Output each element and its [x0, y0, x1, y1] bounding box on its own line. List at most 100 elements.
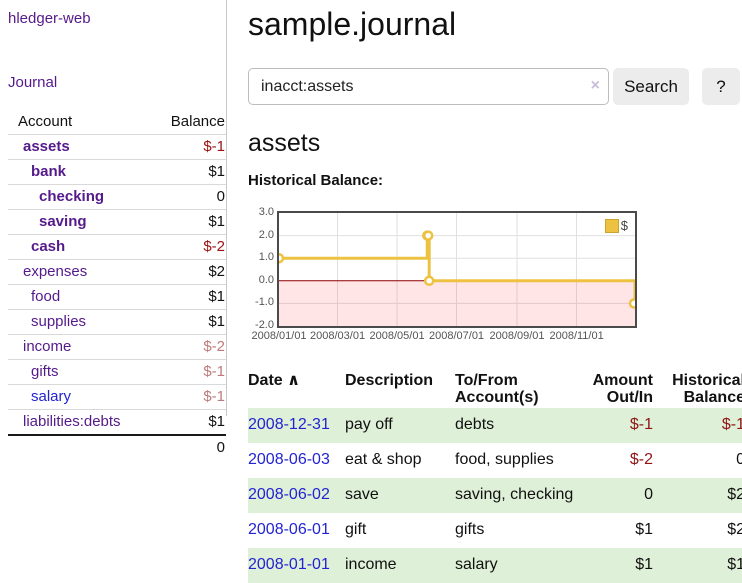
- account-balance: $-2: [146, 234, 226, 260]
- chart-svg: [279, 213, 635, 326]
- legend-swatch-icon: [604, 218, 619, 233]
- sidebar: hledger-web Journal Account Balance asse…: [8, 10, 226, 460]
- account-balance: $1: [146, 209, 226, 235]
- account-row: saving $1: [8, 209, 226, 235]
- transaction-date-cell: 2008-06-03: [248, 443, 345, 478]
- account-link-bank[interactable]: bank: [31, 163, 67, 180]
- account-row: checking 0: [8, 184, 226, 210]
- register-col-date[interactable]: Date ∧: [248, 370, 345, 408]
- y-axis-tick-label: 3.0: [258, 206, 274, 218]
- register-col-balance: Historical Balance: [672, 372, 742, 406]
- date-header-label: Date: [248, 372, 283, 389]
- account-link-checking[interactable]: checking: [39, 188, 105, 205]
- transaction-date-cell: 2008-01-01: [248, 548, 345, 583]
- y-axis-tick-label: 2.0: [258, 228, 274, 241]
- account-row: assets $-1: [8, 134, 226, 160]
- accounts-col-balance: Balance: [170, 113, 225, 130]
- y-axis-tick-label: -1.0: [255, 296, 274, 309]
- register-col-accounts: To/From Account(s): [455, 372, 539, 406]
- register-header-row: Date ∧ Description To/From Account(s) Am…: [248, 370, 742, 408]
- transaction-description: income: [345, 556, 397, 573]
- account-link-assets[interactable]: assets: [23, 138, 70, 155]
- account-row: supplies $1: [8, 309, 226, 335]
- app-brand-link[interactable]: hledger-web: [8, 10, 91, 27]
- accounts-col-account: Account: [18, 113, 73, 130]
- table-row: 2008-06-01 gift gifts $1 $2: [248, 513, 742, 548]
- account-row: liabilities:debts $1: [8, 409, 226, 435]
- transaction-date-link[interactable]: 2008-12-31: [248, 416, 330, 433]
- transaction-balance: $-1: [721, 416, 742, 433]
- transaction-description: eat & shop: [345, 451, 422, 468]
- account-balance: $1: [146, 409, 226, 435]
- transaction-date-cell: 2008-06-02: [248, 478, 345, 513]
- account-balance: $-1: [146, 359, 226, 385]
- account-balance: $1: [146, 284, 226, 310]
- account-row: salary $-1: [8, 384, 226, 410]
- account-link-food[interactable]: food: [31, 288, 61, 305]
- transaction-amount: $-2: [629, 451, 653, 468]
- y-axis-tick-label: 1.0: [258, 251, 274, 264]
- account-balance: $-1: [146, 384, 226, 410]
- chart-heading: Historical Balance:: [248, 172, 384, 189]
- transaction-description: pay off: [345, 416, 393, 433]
- account-row: bank $1: [8, 159, 226, 185]
- search-form: × Search ?: [248, 68, 740, 105]
- account-title: assets: [248, 129, 321, 157]
- page-title: sample.journal: [248, 6, 457, 42]
- help-button[interactable]: ?: [702, 68, 740, 105]
- account-row: cash $-2: [8, 234, 226, 260]
- chart-legend: $: [602, 217, 630, 234]
- table-row: 2008-06-02 save saving, checking 0 $2: [248, 478, 742, 513]
- x-axis-tick-label: 2008/09/01: [489, 330, 545, 342]
- search-box: ×: [248, 68, 609, 105]
- account-link-income[interactable]: income: [23, 338, 72, 355]
- account-link-gifts[interactable]: gifts: [31, 363, 59, 380]
- transaction-date-cell: 2008-12-31: [248, 408, 345, 443]
- account-row: food $1: [8, 284, 226, 310]
- table-row: 2008-06-03 eat & shop food, supplies $-2 0: [248, 443, 742, 478]
- transaction-date-link[interactable]: 2008-06-03: [248, 451, 330, 468]
- transaction-date-link[interactable]: 2008-06-02: [248, 486, 330, 503]
- account-link-liabilities-debts[interactable]: liabilities:debts: [23, 413, 121, 430]
- x-axis-tick-label: 2008/01/01: [251, 330, 307, 342]
- transaction-description: gift: [345, 521, 367, 538]
- account-link-saving[interactable]: saving: [39, 213, 87, 230]
- main-content: sample.journal × Search ? assets Histori…: [248, 0, 742, 583]
- account-balance: $2: [146, 259, 226, 285]
- table-row: 2008-12-31 pay off debts $-1 $-1: [248, 408, 742, 443]
- accounts-total-row: 0: [8, 434, 226, 460]
- y-axis-tick-label: 0.0: [258, 273, 274, 286]
- transaction-amount: $1: [635, 521, 653, 538]
- x-axis-tick-label: 2008/03/01: [310, 330, 366, 342]
- account-link-salary[interactable]: salary: [31, 388, 72, 405]
- account-link-cash[interactable]: cash: [31, 238, 66, 255]
- accounts-table: Account Balance assets $-1 bank $1 checking 0…: [8, 110, 226, 460]
- historical-balance-chart: $ 3.0 2.0 1.0 0.0 -1.0 -2.0 2008/01/01 2008/03/…: [248, 204, 740, 349]
- x-axis-tick-label: 2008/11/01: [549, 330, 604, 342]
- y-axis-tick-label: -2.0: [255, 319, 274, 331]
- transaction-amount: $-1: [629, 416, 653, 433]
- chart-plot-area: $: [277, 211, 637, 328]
- transaction-accounts: gifts: [455, 521, 485, 538]
- transaction-amount: $1: [635, 556, 653, 573]
- x-axis-tick-label: 2008/05/01: [369, 330, 425, 342]
- account-link-supplies[interactable]: supplies: [31, 313, 87, 330]
- register-table: Date ∧ Description To/From Account(s) Am…: [248, 370, 742, 583]
- account-balance: $-1: [146, 134, 226, 160]
- account-link-expenses[interactable]: expenses: [23, 263, 88, 280]
- sidebar-item-journal[interactable]: Journal: [8, 74, 58, 91]
- transaction-description: save: [345, 486, 379, 503]
- accounts-header-row: Account Balance: [8, 110, 226, 135]
- account-row: income $-2: [8, 334, 226, 360]
- account-balance: $-2: [146, 334, 226, 360]
- transaction-date-link[interactable]: 2008-06-01: [248, 521, 330, 538]
- search-button[interactable]: Search: [613, 68, 689, 105]
- transaction-accounts: saving, checking: [455, 486, 574, 503]
- transaction-balance: $2: [727, 521, 742, 538]
- sidebar-divider: [226, 0, 227, 416]
- account-balance: 0: [146, 184, 226, 210]
- clear-search-icon[interactable]: ×: [590, 77, 600, 94]
- transaction-date-link[interactable]: 2008-01-01: [248, 556, 330, 573]
- search-input[interactable]: [248, 68, 609, 105]
- legend-label: $: [620, 218, 628, 233]
